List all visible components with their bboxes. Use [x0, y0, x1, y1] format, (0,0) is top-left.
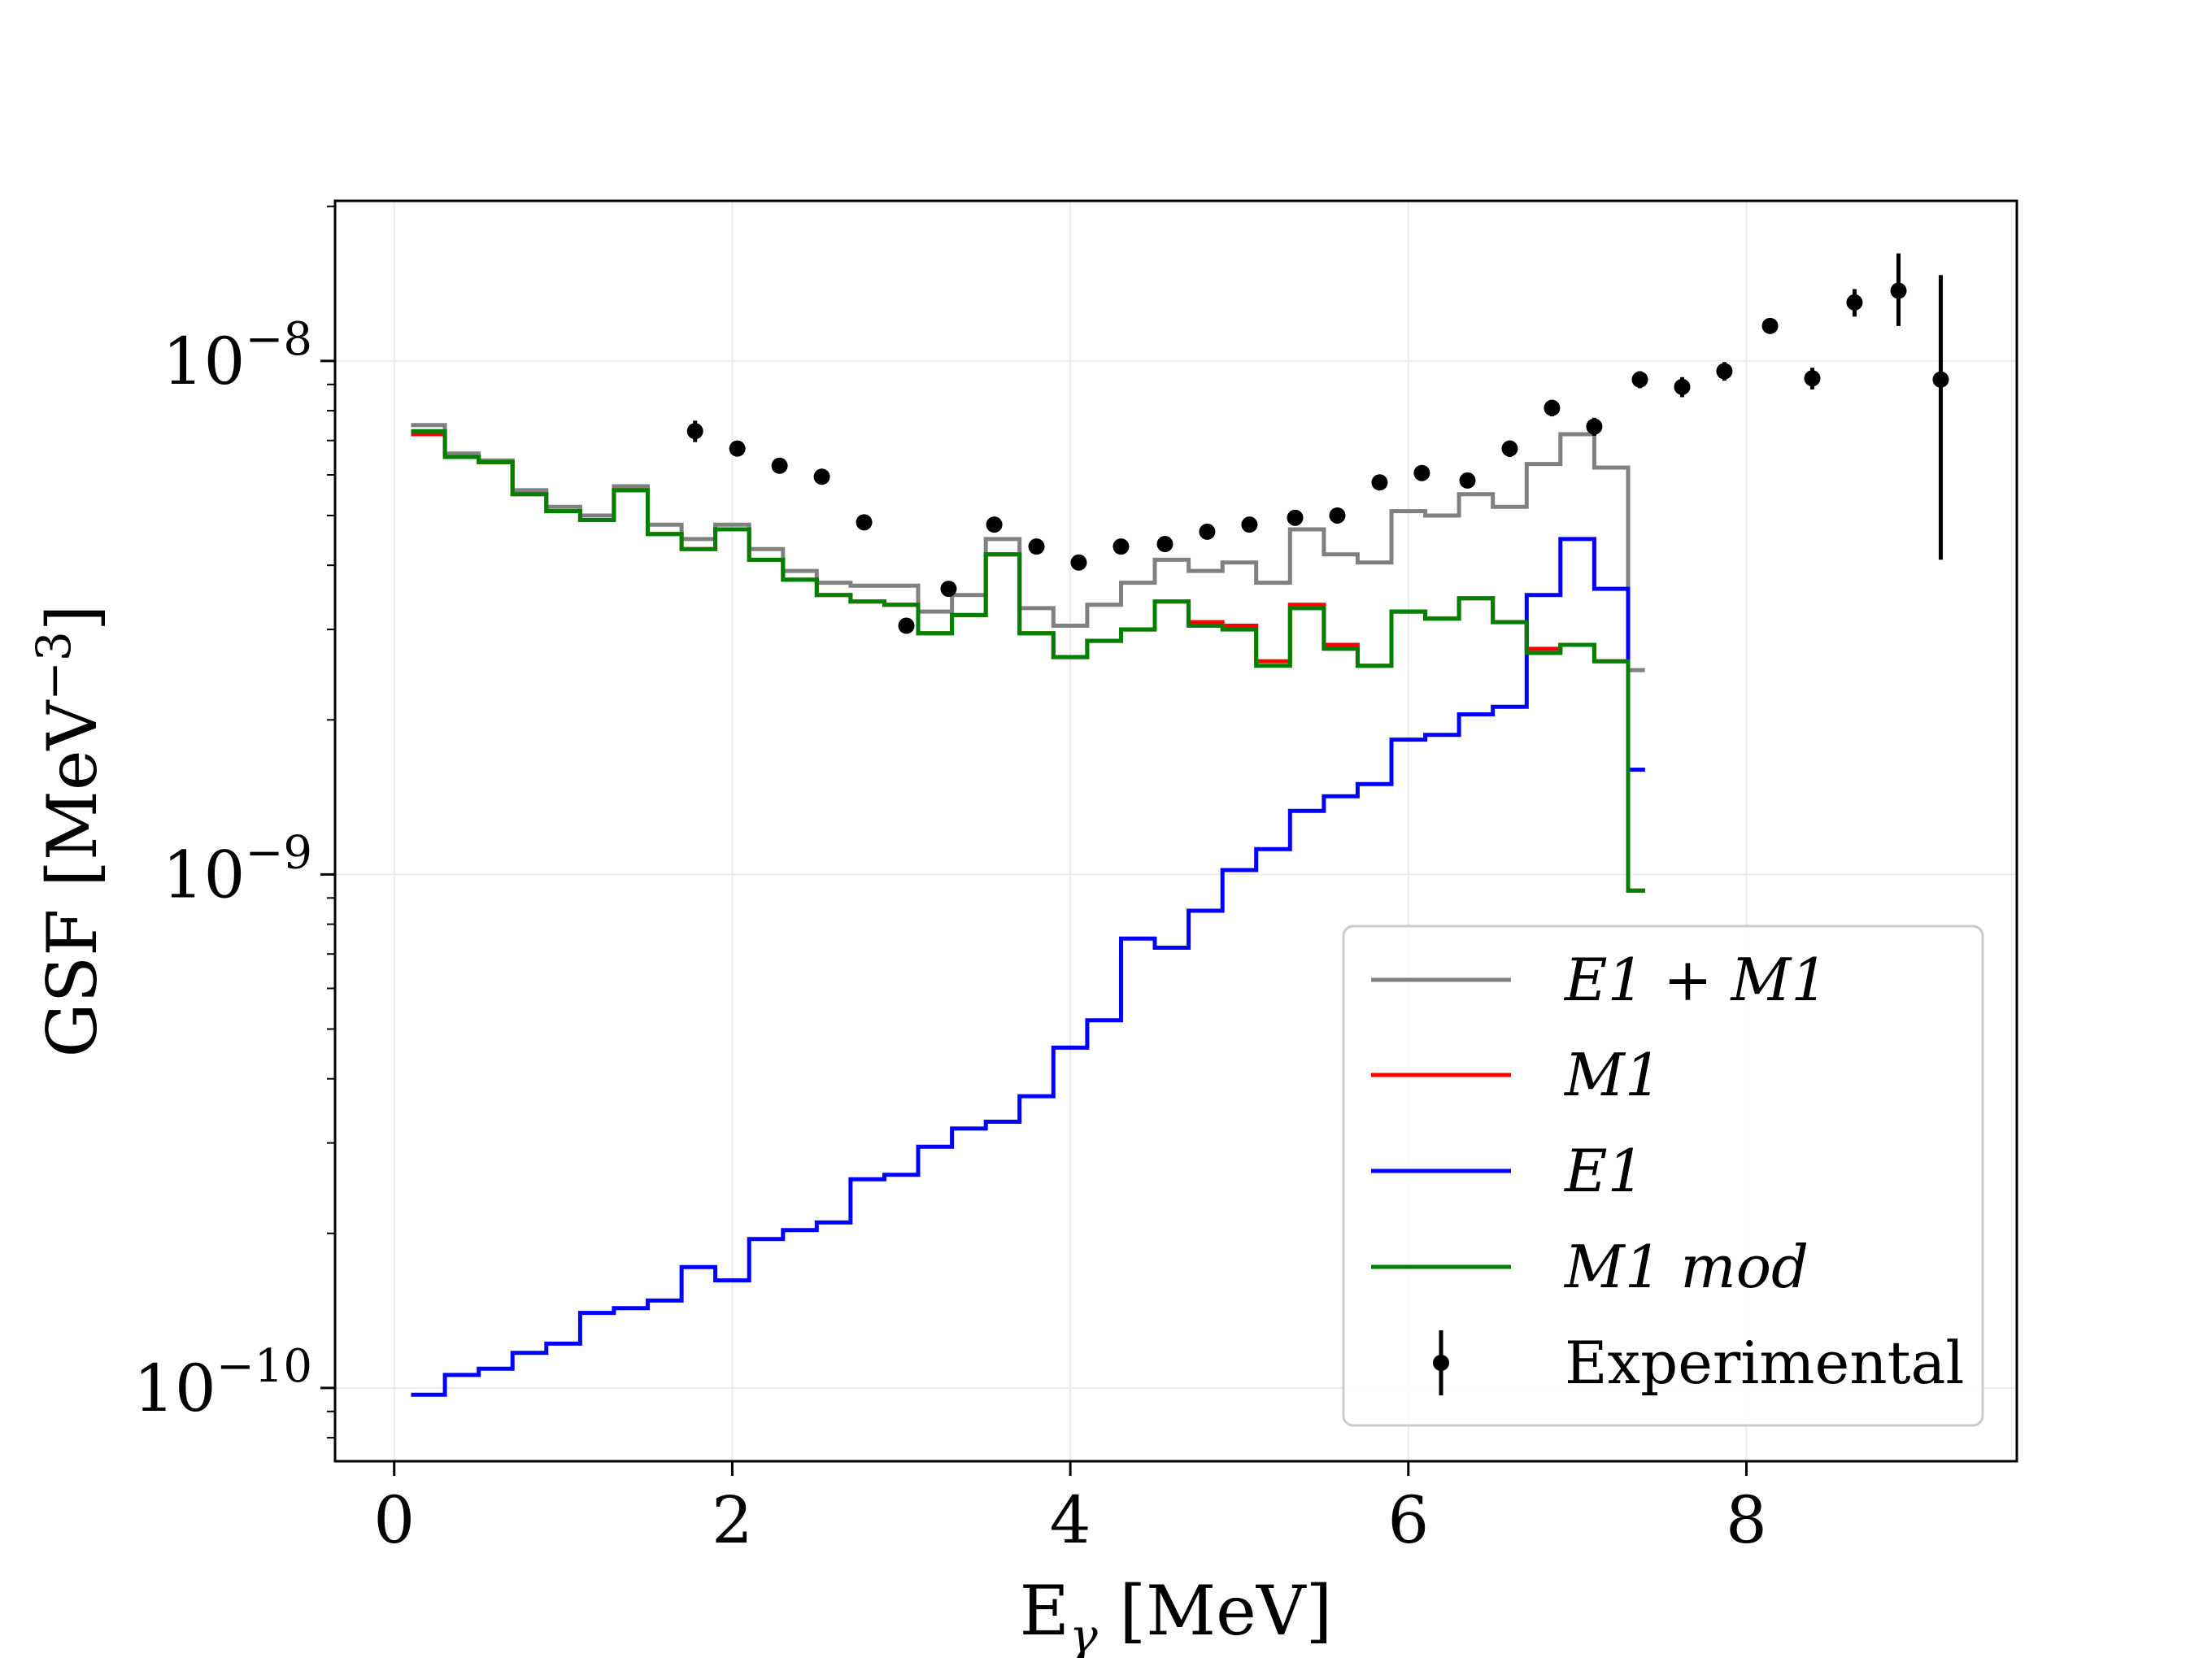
experimental-point	[1113, 538, 1130, 555]
legend-label-e1-m1: E1 + M1	[1563, 946, 1828, 1014]
experimental-point	[856, 514, 873, 531]
experimental-point	[1459, 472, 1476, 489]
legend-label-m1: M1	[1563, 1041, 1662, 1109]
x-tick-label: 0	[373, 1482, 415, 1558]
axis-ticks: 0 2 4 6 8 10−10 10−9 10−8	[133, 205, 1767, 1558]
experimental-point	[1028, 538, 1045, 555]
legend-box	[1342, 925, 1984, 1427]
series-m1-mod-step	[411, 429, 1645, 893]
experimental-point	[1413, 464, 1430, 481]
legend-swatch-point	[1433, 1355, 1449, 1371]
experimental-point	[1586, 418, 1603, 435]
experimental-point	[1674, 378, 1691, 395]
series-e1-step	[411, 537, 1645, 1397]
experimental-point	[1156, 536, 1173, 553]
y-tick-label: 10−9	[163, 826, 312, 912]
legend: E1 + M1 M1 E1 M1 mod Experimental	[1342, 925, 1984, 1427]
experimental-point	[1287, 509, 1304, 526]
plot-area	[411, 253, 1949, 1397]
experimental-point	[1846, 294, 1863, 311]
experimental-point	[986, 516, 1003, 533]
experimental-point	[1371, 474, 1388, 491]
y-axis-label: GSF [MeV−3]	[26, 604, 112, 1057]
experimental-point	[1070, 554, 1087, 571]
axes-frame	[333, 199, 2018, 1463]
x-axis-label: Eγ [MeV]	[1020, 1571, 1333, 1658]
x-tick-label: 4	[1050, 1482, 1091, 1558]
experimental-point	[686, 423, 703, 440]
experimental-point	[1241, 516, 1258, 533]
experimental-point	[1329, 507, 1346, 524]
experimental-point	[813, 468, 830, 485]
experimental-point	[1890, 282, 1907, 299]
experimental-point	[1932, 371, 1949, 388]
experimental-point	[1199, 523, 1216, 540]
experimental-point	[1501, 440, 1518, 457]
experimental-point	[898, 617, 915, 634]
experimental-point	[771, 457, 788, 474]
y-tick-label: 10−10	[133, 1340, 312, 1426]
x-tick-label: 2	[712, 1482, 753, 1558]
experimental-point	[1804, 370, 1821, 387]
experimental-point	[940, 581, 957, 598]
y-tick-label: 10−8	[163, 313, 312, 399]
x-tick-label: 6	[1387, 1482, 1429, 1558]
x-tick-label: 8	[1726, 1482, 1767, 1558]
experimental-point	[1761, 317, 1779, 334]
experimental-point	[1631, 371, 1648, 388]
experimental-point	[729, 440, 746, 457]
legend-label-experimental: Experimental	[1565, 1329, 1964, 1397]
legend-label-e1: E1	[1563, 1137, 1644, 1205]
experimental-point	[1544, 399, 1561, 416]
series-e1-m1-step	[411, 423, 1645, 672]
experimental-point	[1716, 363, 1733, 380]
legend-label-m1-mod: M1 mod	[1563, 1233, 1809, 1301]
